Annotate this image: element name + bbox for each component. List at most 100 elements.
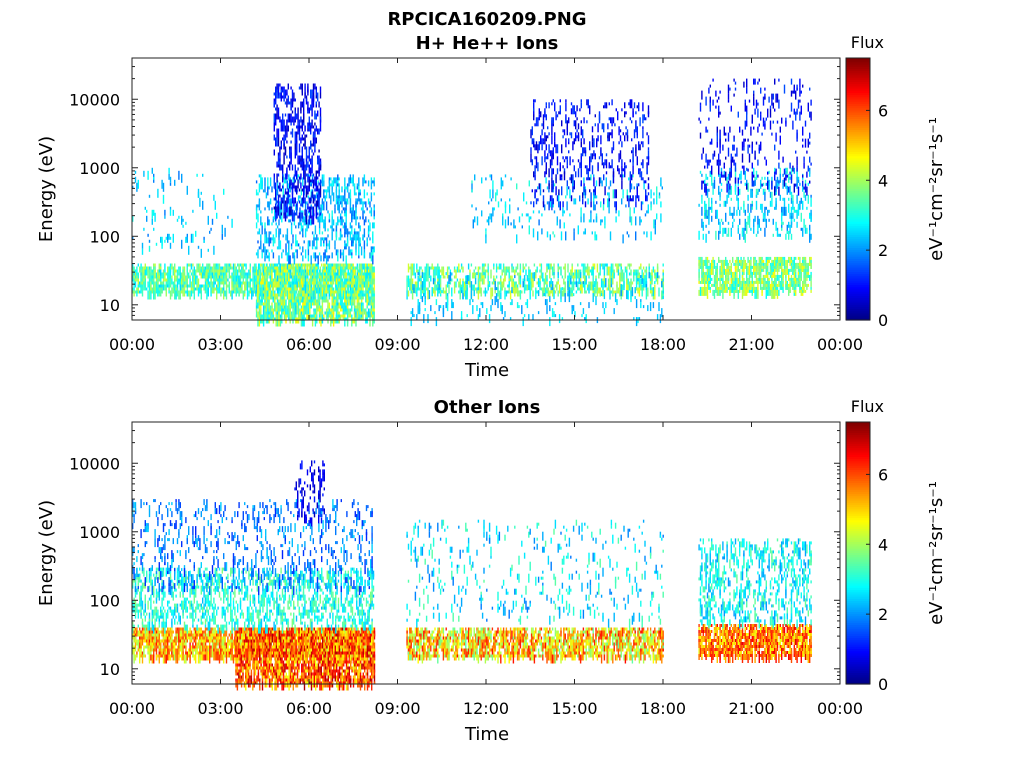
flux-cell (317, 176, 319, 180)
flux-cell (251, 278, 253, 282)
flux-cell (462, 278, 464, 282)
flux-cell (579, 284, 582, 291)
flux-cell (298, 176, 301, 180)
flux-cell (435, 284, 438, 291)
flux-cell (460, 266, 463, 270)
flux-cell (210, 287, 212, 297)
flux-cell (300, 210, 303, 214)
flux-cell (230, 275, 232, 279)
flux-cell (239, 272, 242, 276)
flux-cell (304, 140, 306, 147)
flux-cell (330, 183, 332, 187)
flux-cell (268, 290, 270, 300)
flux-cell (706, 286, 709, 290)
flux-cell (362, 237, 364, 241)
flux-cell (290, 206, 292, 216)
flux-cell (469, 284, 471, 288)
flux-cell (547, 263, 550, 270)
flux-cell (211, 290, 214, 294)
flux-cell (743, 289, 745, 293)
flux-cell (323, 201, 325, 211)
flux-cell (318, 155, 320, 165)
flux-cell (154, 269, 156, 279)
flux-cell (620, 272, 622, 282)
flux-cell (650, 204, 652, 211)
flux-cell (490, 305, 492, 312)
flux-cell (305, 209, 308, 219)
flux-cell (619, 129, 622, 133)
flux-cell (746, 271, 748, 281)
flux-cell (258, 299, 261, 306)
flux-cell (144, 278, 146, 288)
flux-cell (621, 120, 623, 124)
flux-cell (564, 263, 566, 270)
flux-cell (351, 213, 353, 223)
flux-cell (360, 263, 363, 273)
flux-cell (362, 281, 364, 285)
flux-cell (528, 180, 530, 187)
flux-cell (621, 108, 623, 112)
flux-cell (311, 119, 313, 123)
flux-cell (631, 174, 633, 181)
flux-cell (267, 186, 269, 196)
flux-cell (725, 280, 727, 290)
flux-cell (549, 269, 551, 273)
flux-cell (281, 252, 283, 259)
flux-cell (591, 269, 593, 276)
flux-cell (332, 311, 335, 318)
flux-cell (628, 102, 630, 106)
flux-cell (153, 263, 155, 267)
flux-cell (232, 287, 235, 291)
flux-cell (230, 266, 232, 270)
flux-cell (434, 266, 436, 276)
flux-cell (339, 231, 342, 241)
flux-cell (206, 290, 208, 300)
flux-cell (744, 259, 746, 269)
flux-cell (451, 290, 453, 297)
flux-cell (181, 173, 183, 183)
flux-cell (632, 195, 634, 202)
flux-cell (339, 216, 342, 220)
flux-cell (294, 185, 296, 192)
flux-cell (562, 165, 564, 169)
flux-cell (352, 296, 354, 303)
flux-cell (339, 222, 342, 226)
flux-cell (561, 290, 564, 297)
flux-cell (491, 299, 494, 306)
flux-cell (277, 164, 280, 168)
flux-cell (148, 194, 151, 198)
flux-cell (169, 182, 172, 186)
flux-cell (370, 263, 373, 267)
flux-cell (500, 263, 502, 270)
flux-cell (286, 180, 289, 190)
flux-cell (569, 132, 571, 136)
flux-cell (268, 231, 270, 238)
flux-cell (188, 245, 190, 255)
flux-cell (344, 296, 346, 303)
flux-cell (589, 105, 591, 115)
flux-cell (369, 317, 371, 327)
flux-cell (352, 284, 354, 288)
flux-cell (616, 284, 618, 294)
flux-cell (566, 201, 568, 211)
flux-cell (599, 263, 601, 270)
flux-cell (373, 311, 375, 315)
flux-cell (713, 289, 716, 299)
flux-cell (323, 317, 325, 321)
flux-cell (571, 290, 573, 294)
flux-cell (311, 122, 313, 129)
flux-cell (358, 317, 360, 321)
flux-cell (169, 266, 172, 270)
flux-cell (566, 120, 568, 130)
flux-cell (556, 144, 559, 154)
flux-cell (294, 200, 296, 204)
flux-cell (255, 272, 258, 276)
flux-cell (589, 281, 592, 291)
flux-cell (235, 272, 237, 276)
flux-cell (314, 122, 316, 126)
flux-cell (628, 284, 631, 291)
flux-cell (739, 286, 741, 293)
flux-cell (305, 134, 308, 138)
flux-cell (649, 284, 652, 291)
flux-cell (630, 290, 632, 300)
